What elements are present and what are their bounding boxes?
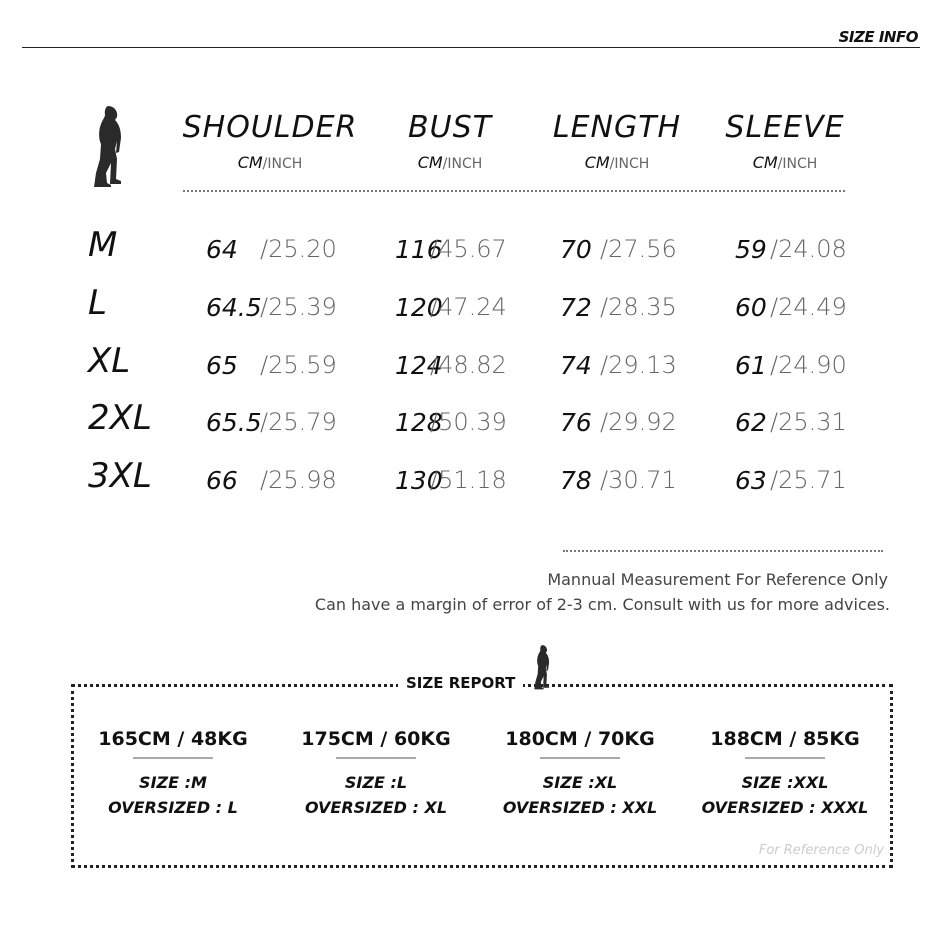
cm-value: 78 <box>560 466 592 495</box>
cm-value: 124 <box>395 351 443 380</box>
size-report-label: SIZE REPORT <box>406 674 516 692</box>
note-line-1: Mannual Measurement For Reference Only <box>547 570 888 589</box>
inch-value: /25.20 <box>260 235 337 263</box>
oversized-size: OVERSIZED : XXXL <box>701 798 869 817</box>
item-divider <box>133 757 213 759</box>
cm-value: 130 <box>395 466 443 495</box>
inch-value: /25.79 <box>260 408 337 436</box>
unit-inch: /INCH <box>442 156 483 172</box>
inch-value: /50.39 <box>430 408 507 436</box>
inch-value: /25.59 <box>260 351 337 379</box>
inch-value: /47.24 <box>430 293 507 321</box>
unit-inch: /INCH <box>777 156 818 172</box>
unit-cm: CM <box>584 153 610 172</box>
walking-ape-small-icon <box>534 645 550 690</box>
column-header: SLEEVE <box>725 110 845 145</box>
inch-value: /29.92 <box>600 408 677 436</box>
column-header: SHOULDER <box>182 110 358 145</box>
notes-divider <box>563 550 883 552</box>
inch-value: /51.18 <box>430 466 507 494</box>
size-label: 3XL <box>88 456 152 496</box>
cm-value: 72 <box>560 293 592 322</box>
column-header: LENGTH <box>552 110 682 145</box>
header-divider <box>183 190 845 192</box>
body-measurement: 188CM / 85KG <box>710 728 860 750</box>
column-unit: CM/INCH <box>355 153 545 172</box>
inch-value: /48.82 <box>430 351 507 379</box>
recommended-size: SIZE :L <box>344 773 408 792</box>
inch-value: /24.49 <box>770 293 847 321</box>
inch-value: /25.31 <box>770 408 847 436</box>
cm-value: 62 <box>735 408 767 437</box>
cm-value: 65.5 <box>206 408 262 437</box>
oversized-size: OVERSIZED : XXL <box>502 798 658 817</box>
size-label: XL <box>88 341 131 381</box>
inch-value: /28.35 <box>600 293 677 321</box>
item-divider <box>745 757 825 759</box>
item-divider <box>336 757 416 759</box>
column-header: BUST <box>408 110 492 145</box>
size-report-title: SIZE REPORT <box>398 674 524 692</box>
size-label: L <box>88 283 107 323</box>
column-unit: CM/INCH <box>690 153 880 172</box>
cm-value: 74 <box>560 351 592 380</box>
size-label: 2XL <box>88 398 152 438</box>
cm-value: 59 <box>735 235 767 264</box>
reference-footnote: For Reference Only <box>758 843 884 858</box>
unit-cm: CM <box>417 153 443 172</box>
inch-value: /25.98 <box>260 466 337 494</box>
inch-value: /30.71 <box>600 466 677 494</box>
recommended-size: SIZE :M <box>139 773 207 792</box>
recommended-size: SIZE :XXL <box>741 773 829 792</box>
column-unit: CM/INCH <box>175 153 365 172</box>
recommended-size: SIZE :XL <box>542 773 618 792</box>
cm-value: 76 <box>560 408 592 437</box>
oversized-size: OVERSIZED : XL <box>304 798 448 817</box>
oversized-size: OVERSIZED : L <box>108 798 238 817</box>
cm-value: 64 <box>206 235 238 264</box>
cm-value: 63 <box>735 466 767 495</box>
cm-value: 61 <box>735 351 767 380</box>
body-measurement: 180CM / 70KG <box>505 728 655 750</box>
body-measurement: 175CM / 60KG <box>301 728 451 750</box>
cm-value: 60 <box>735 293 767 322</box>
item-divider <box>540 757 620 759</box>
inch-value: /25.71 <box>770 466 847 494</box>
unit-inch: /INCH <box>262 156 303 172</box>
walking-ape-icon <box>94 106 121 187</box>
inch-value: /29.13 <box>600 351 677 379</box>
inch-value: /27.56 <box>600 235 677 263</box>
inch-value: /45.67 <box>430 235 507 263</box>
body-measurement: 165CM / 48KG <box>98 728 248 750</box>
size-label: M <box>88 225 118 265</box>
cm-value: 70 <box>560 235 592 264</box>
cm-value: 64.5 <box>206 293 262 322</box>
unit-inch: /INCH <box>609 156 650 172</box>
note-line-2: Can have a margin of error of 2-3 cm. Co… <box>314 595 890 614</box>
column-unit: CM/INCH <box>522 153 712 172</box>
cm-value: 128 <box>395 408 443 437</box>
page-title: SIZE INFO <box>838 28 919 46</box>
unit-cm: CM <box>237 153 263 172</box>
cm-value: 65 <box>206 351 238 380</box>
cm-value: 120 <box>395 293 443 322</box>
cm-value: 66 <box>206 466 238 495</box>
cm-value: 116 <box>395 235 443 264</box>
title-divider <box>22 47 920 48</box>
inch-value: /24.90 <box>770 351 847 379</box>
inch-value: /24.08 <box>770 235 847 263</box>
inch-value: /25.39 <box>260 293 337 321</box>
unit-cm: CM <box>752 153 778 172</box>
